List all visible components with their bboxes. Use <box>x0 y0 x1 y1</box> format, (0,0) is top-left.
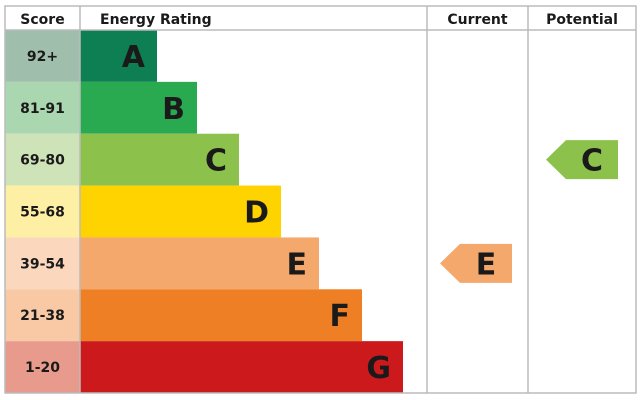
score-cell-b <box>5 81 80 134</box>
score-cell-g <box>5 341 80 393</box>
score-label: 81-91 <box>20 101 65 117</box>
score-label: 39-54 <box>20 256 65 272</box>
potential-rating-letter: C <box>581 144 603 179</box>
rating-bar-c <box>80 133 239 186</box>
rating-bar-f <box>80 289 362 342</box>
rating-letter: E <box>287 247 308 282</box>
chart-border <box>4 5 637 394</box>
score-label: 21-38 <box>20 308 65 324</box>
score-label: 92+ <box>27 49 58 65</box>
header-current: Current <box>447 12 508 28</box>
score-cell-d <box>5 185 80 238</box>
current-arrow <box>440 243 512 283</box>
rating-letter: F <box>330 299 351 334</box>
current-rating-letter: E <box>476 247 497 282</box>
header-energy-rating: Energy Rating <box>100 12 212 28</box>
header-score: Score <box>20 12 64 28</box>
rating-letter: D <box>244 196 269 231</box>
score-label: 69-80 <box>20 153 65 169</box>
score-cell-e <box>5 237 80 290</box>
score-label: 55-68 <box>20 205 65 221</box>
rating-bar-b <box>80 81 197 134</box>
rating-bar-g <box>80 341 403 393</box>
score-cell-a <box>5 30 80 82</box>
rating-letter: G <box>366 351 391 386</box>
rating-letter: B <box>162 92 185 127</box>
rating-bar-d <box>80 185 281 238</box>
potential-arrow <box>546 140 618 180</box>
rating-bar-e <box>80 237 319 290</box>
rating-bar-a <box>80 30 157 82</box>
rating-letter: C <box>205 144 227 179</box>
score-cell-c <box>5 133 80 186</box>
score-cell-f <box>5 289 80 342</box>
header-potential: Potential <box>546 12 618 28</box>
score-label: 1-20 <box>25 360 60 376</box>
rating-letter: A <box>122 40 146 75</box>
